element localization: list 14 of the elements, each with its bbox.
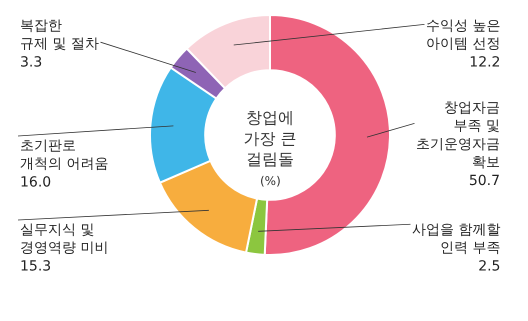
- slice-label: 초기판로 개척의 어려움: [20, 138, 108, 172]
- data-label: 2.5: [478, 258, 500, 274]
- data-label: 3.3: [20, 54, 42, 70]
- slice-label: 사업을 함께할 인력 부족: [412, 222, 500, 256]
- data-label: 16.0: [20, 174, 52, 190]
- data-label: 50.7: [468, 172, 500, 189]
- data-label: 12.2: [469, 54, 500, 70]
- slice-label: 창업자금 부족 및 초기운영자금 확보: [416, 100, 500, 171]
- slice-label: 복잡한 규제 및 절차: [20, 18, 99, 52]
- text: 창업에 가장 큰 걸림돌: [243, 108, 297, 169]
- slice-label: 실무지식 및 경영역량 미비: [20, 222, 108, 256]
- slice-label: 수익성 높은 아이템 선정: [426, 18, 500, 52]
- data-label: 15.3: [20, 258, 52, 274]
- text: (%): [260, 174, 281, 188]
